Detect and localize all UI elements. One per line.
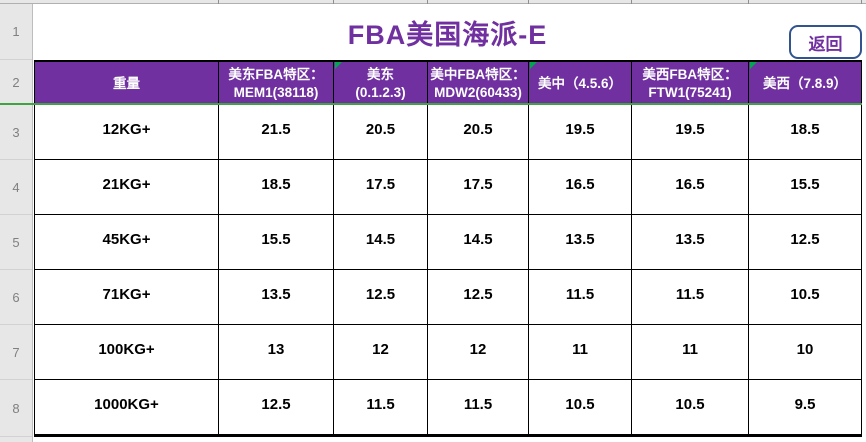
column-boundary-tick	[218, 0, 219, 4]
row-number[interactable]: 3	[0, 105, 32, 160]
header-label: (0.1.2.3)	[355, 84, 406, 100]
table-row: 45KG+ 15.5 14.5 14.5 13.5 13.5 12.5	[35, 215, 862, 270]
rate-cell[interactable]: 11.5	[529, 270, 632, 325]
column-boundary-tick	[748, 0, 749, 4]
rate-cell[interactable]: 19.5	[529, 105, 632, 160]
title-row: FBA美国海派-E	[34, 4, 861, 60]
header-label: 美西（7.8.9）	[762, 75, 848, 91]
header-cell-east-fba[interactable]: 美东FBA特区： MEM1(38118)	[219, 62, 334, 105]
column-boundary-tick	[631, 0, 632, 4]
header-label: 美中（4.5.6）	[537, 75, 623, 91]
header-cell-weight[interactable]: 重量	[35, 62, 219, 105]
rate-cell[interactable]: 14.5	[428, 215, 529, 270]
row-number[interactable]: 5	[0, 215, 32, 270]
rate-cell[interactable]: 15.5	[749, 160, 862, 215]
weight-cell[interactable]: 12KG+	[35, 105, 219, 160]
row-number[interactable]: 2	[0, 60, 32, 105]
rate-cell[interactable]: 17.5	[334, 160, 428, 215]
header-label: 美东	[367, 66, 394, 82]
rate-cell[interactable]: 12.5	[334, 270, 428, 325]
header-label: FTW1(75241)	[648, 84, 732, 100]
rate-cell[interactable]: 9.5	[749, 380, 862, 437]
rate-cell[interactable]: 15.5	[219, 215, 334, 270]
row-number[interactable]: 8	[0, 380, 32, 437]
rate-cell[interactable]: 14.5	[334, 215, 428, 270]
rate-cell[interactable]: 11.5	[428, 380, 529, 437]
header-label: 美东FBA特区：	[228, 66, 324, 82]
header-cell-central-fba[interactable]: 美中FBA特区： MDW2(60433)	[428, 62, 529, 105]
page-title: FBA美国海派-E	[347, 19, 548, 50]
rate-cell[interactable]: 20.5	[428, 105, 529, 160]
rate-cell[interactable]: 16.5	[529, 160, 632, 215]
error-flag-triangle-icon	[530, 62, 537, 69]
rate-cell[interactable]: 16.5	[632, 160, 749, 215]
rate-cell[interactable]: 10.5	[632, 380, 749, 437]
rate-cell[interactable]: 12.5	[749, 215, 862, 270]
rate-cell[interactable]: 11	[632, 325, 749, 380]
error-flag-triangle-icon	[750, 62, 757, 69]
column-boundary-tick	[528, 0, 529, 4]
header-cell-central[interactable]: 美中（4.5.6）	[529, 62, 632, 105]
rate-cell[interactable]: 19.5	[632, 105, 749, 160]
rate-cell[interactable]: 12	[428, 325, 529, 380]
table-row: 12KG+ 21.5 20.5 20.5 19.5 19.5 18.5	[35, 105, 862, 160]
rate-cell[interactable]: 13.5	[219, 270, 334, 325]
header-cell-east[interactable]: 美东 (0.1.2.3)	[334, 62, 428, 105]
row-number[interactable]: 6	[0, 270, 32, 325]
rate-cell[interactable]: 11	[529, 325, 632, 380]
table-row: 100KG+ 13 12 12 11 11 10	[35, 325, 862, 380]
header-cell-west-fba[interactable]: 美西FBA特区： FTW1(75241)	[632, 62, 749, 105]
header-label: 重量	[113, 75, 140, 91]
header-label: 美西FBA特区：	[642, 66, 738, 82]
row-number[interactable]: 1	[0, 4, 32, 60]
rate-cell[interactable]: 13.5	[529, 215, 632, 270]
freeze-pane-line	[0, 103, 862, 105]
error-flag-triangle-icon	[335, 62, 342, 69]
table-body: 12KG+ 21.5 20.5 20.5 19.5 19.5 18.5 21KG+ 18.5 17…	[34, 105, 862, 437]
rate-cell[interactable]: 10.5	[529, 380, 632, 437]
rate-cell[interactable]: 12.5	[219, 380, 334, 437]
rate-cell[interactable]: 13	[219, 325, 334, 380]
back-button[interactable]: 返回	[789, 25, 862, 59]
header-label: MEM1(38118)	[233, 84, 319, 100]
row-number[interactable]: 4	[0, 160, 32, 215]
rate-cell[interactable]: 12	[334, 325, 428, 380]
row-number[interactable]: 7	[0, 325, 32, 380]
weight-cell[interactable]: 45KG+	[35, 215, 219, 270]
column-header-strip	[0, 0, 866, 4]
weight-cell[interactable]: 71KG+	[35, 270, 219, 325]
table-header-row: 重量 美东FBA特区： MEM1(38118) 美东 (0.1.2.3) 美中F…	[34, 60, 862, 105]
rate-cell[interactable]: 10	[749, 325, 862, 380]
table-row: 21KG+ 18.5 17.5 17.5 16.5 16.5 15.5	[35, 160, 862, 215]
rate-cell[interactable]: 13.5	[632, 215, 749, 270]
rate-cell[interactable]: 18.5	[219, 160, 334, 215]
rate-cell[interactable]: 18.5	[749, 105, 862, 160]
rate-cell[interactable]: 12.5	[428, 270, 529, 325]
rate-cell[interactable]: 10.5	[749, 270, 862, 325]
table-row: 71KG+ 13.5 12.5 12.5 11.5 11.5 10.5	[35, 270, 862, 325]
header-cell-west[interactable]: 美西（7.8.9）	[749, 62, 862, 105]
rate-cell[interactable]: 11.5	[334, 380, 428, 437]
rate-cell[interactable]: 21.5	[219, 105, 334, 160]
header-label: 美中FBA特区：	[430, 66, 526, 82]
rate-cell[interactable]: 11.5	[632, 270, 749, 325]
header-label: MDW2(60433)	[434, 84, 522, 100]
column-boundary-tick	[861, 0, 862, 4]
rate-cell[interactable]: 20.5	[334, 105, 428, 160]
column-boundary-tick	[333, 0, 334, 4]
table-row: 1000KG+ 12.5 11.5 11.5 10.5 10.5 9.5	[35, 380, 862, 437]
weight-cell[interactable]: 100KG+	[35, 325, 219, 380]
column-boundary-tick	[427, 0, 428, 4]
rate-cell[interactable]: 17.5	[428, 160, 529, 215]
weight-cell[interactable]: 21KG+	[35, 160, 219, 215]
weight-cell[interactable]: 1000KG+	[35, 380, 219, 437]
